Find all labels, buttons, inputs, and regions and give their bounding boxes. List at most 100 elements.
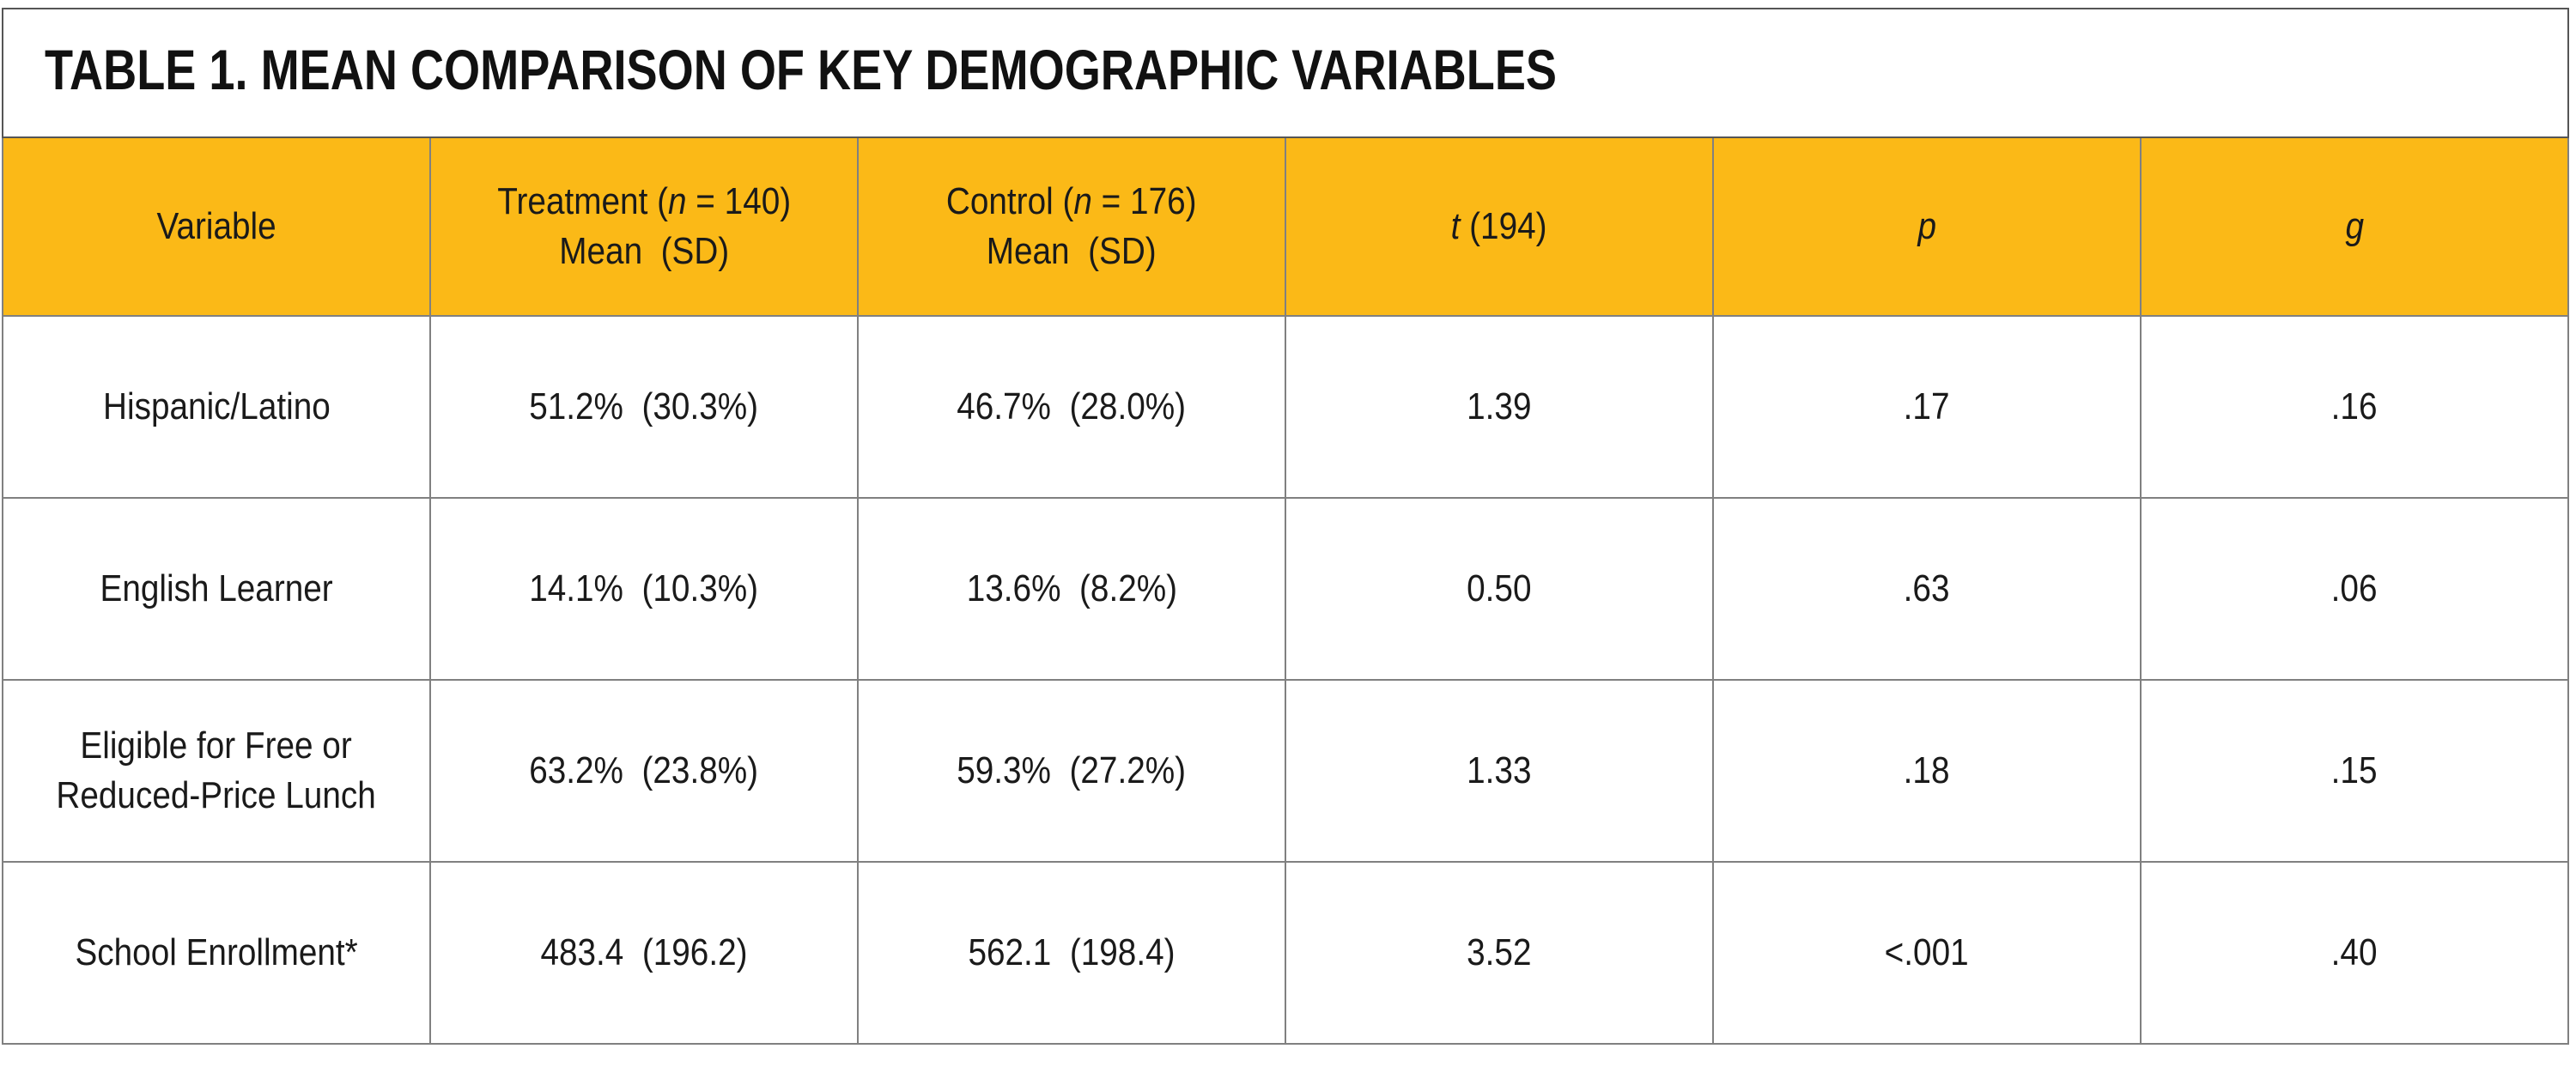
- cell-line: .15: [2331, 749, 2378, 791]
- data-cell: .40: [2140, 861, 2569, 1045]
- cell-text: Hispanic/Latino: [103, 382, 331, 432]
- header-span: Treatment (: [497, 180, 668, 222]
- cell-text: 3.52: [1467, 928, 1531, 978]
- data-cell: English Learner: [2, 497, 431, 681]
- header-line: Mean (SD): [946, 227, 1197, 276]
- cell-text: .40: [2331, 928, 2378, 978]
- data-row: Eligible for Free or Reduced-Price Lunch 6…: [2, 679, 2569, 863]
- data-cell: School Enrollment*: [2, 861, 431, 1045]
- cell-text: 63.2% (23.8%): [530, 746, 759, 796]
- data-cell: .06: [2140, 497, 2569, 681]
- cell-text: Eligible for Free or Reduced-Price Lunch: [57, 721, 376, 821]
- cell-line: Eligible for Free or: [80, 724, 353, 767]
- cell-text: 1.39: [1467, 382, 1531, 432]
- header-row: Variable Treatment (n = 140) Mean (SD) Cont…: [2, 136, 2569, 317]
- cell-text: 0.50: [1467, 564, 1531, 614]
- header-span: n: [667, 180, 687, 222]
- cell-text: 1.33: [1467, 746, 1531, 796]
- data-row: English Learner 14.1% (10.3%) 13.6% (8.2%)…: [2, 497, 2569, 681]
- data-row: Hispanic/Latino 51.2% (30.3%) 46.7% (28.0%…: [2, 315, 2569, 499]
- cell-text: 46.7% (28.0%): [957, 382, 1187, 432]
- cell-line: .63: [1904, 567, 1950, 609]
- header-cell: Treatment (n = 140) Mean (SD): [429, 136, 859, 317]
- table-container: TABLE 1. MEAN COMPARISON OF KEY DEMOGRAP…: [2, 8, 2569, 1045]
- data-row: School Enrollment* 483.4 (196.2) 562.1 (19…: [2, 861, 2569, 1045]
- cell-text: .06: [2331, 564, 2378, 614]
- header-line: p: [1917, 202, 1936, 252]
- cell-text: 13.6% (8.2%): [966, 564, 1176, 614]
- header-text: Treatment (n = 140) Mean (SD): [497, 177, 791, 276]
- header-span: n: [1073, 180, 1093, 222]
- data-cell: .15: [2140, 679, 2569, 863]
- data-cell: 13.6% (8.2%): [857, 497, 1286, 681]
- cell-line: 46.7% (28.0%): [957, 385, 1187, 427]
- header-text: Control (n = 176) Mean (SD): [946, 177, 1197, 276]
- cell-text: 562.1 (198.4): [968, 928, 1175, 978]
- data-cell: 0.50: [1285, 497, 1714, 681]
- header-line: g: [2345, 202, 2364, 252]
- header-text: Variable: [156, 202, 276, 252]
- header-cell: p: [1712, 136, 2142, 317]
- header-cell: Control (n = 176) Mean (SD): [857, 136, 1286, 317]
- data-cell: 14.1% (10.3%): [429, 497, 859, 681]
- title-row: TABLE 1. MEAN COMPARISON OF KEY DEMOGRAP…: [2, 8, 2569, 138]
- cell-line: .40: [2331, 931, 2378, 973]
- cell-line: 562.1 (198.4): [968, 931, 1176, 973]
- cell-line: 0.50: [1467, 567, 1532, 609]
- header-line: Control (n = 176): [946, 177, 1197, 227]
- data-cell: 562.1 (198.4): [857, 861, 1286, 1045]
- data-cell: 59.3% (27.2%): [857, 679, 1286, 863]
- header-line: Treatment (n = 140): [497, 177, 791, 227]
- data-cell: Eligible for Free or Reduced-Price Lunch: [2, 679, 431, 863]
- cell-line: 13.6% (8.2%): [966, 567, 1177, 609]
- cell-text: .17: [1904, 382, 1950, 432]
- cell-line: School Enrollment*: [75, 931, 358, 973]
- cell-text: English Learner: [100, 564, 332, 614]
- data-cell: <.001: [1712, 861, 2142, 1045]
- header-text: g: [2345, 202, 2364, 252]
- data-cell: 483.4 (196.2): [429, 861, 859, 1045]
- header-span: p: [1917, 205, 1936, 247]
- table-title: TABLE 1. MEAN COMPARISON OF KEY DEMOGRAP…: [45, 37, 1558, 101]
- cell-line: 483.4 (196.2): [540, 931, 748, 973]
- cell-line: English Learner: [100, 567, 333, 609]
- header-cell: Variable: [2, 136, 431, 317]
- data-cell: 63.2% (23.8%): [429, 679, 859, 863]
- cell-line: .16: [2331, 385, 2378, 427]
- cell-line: 59.3% (27.2%): [957, 749, 1187, 791]
- data-cell: 1.33: [1285, 679, 1714, 863]
- cell-line: <.001: [1885, 931, 1969, 973]
- header-cell: t (194): [1285, 136, 1714, 317]
- header-span: Variable: [156, 205, 276, 247]
- cell-text: School Enrollment*: [75, 928, 357, 978]
- data-cell: Hispanic/Latino: [2, 315, 431, 499]
- cell-line: 14.1% (10.3%): [529, 567, 759, 609]
- data-cell: .17: [1712, 315, 2142, 499]
- header-span: (194): [1460, 205, 1547, 247]
- header-line: Variable: [156, 202, 276, 252]
- header-span: Control (: [946, 180, 1074, 222]
- cell-line: .18: [1904, 749, 1950, 791]
- data-cell: .63: [1712, 497, 2142, 681]
- header-cell: g: [2140, 136, 2569, 317]
- data-cell: .16: [2140, 315, 2569, 499]
- cell-text: 59.3% (27.2%): [957, 746, 1187, 796]
- cell-text: <.001: [1885, 928, 1969, 978]
- cell-line: 3.52: [1467, 931, 1532, 973]
- header-span: Mean (SD): [987, 230, 1157, 272]
- cell-line: .17: [1904, 385, 1950, 427]
- data-cell: .18: [1712, 679, 2142, 863]
- cell-text: .16: [2331, 382, 2378, 432]
- header-span: t: [1451, 205, 1461, 247]
- header-span: = 140): [686, 180, 791, 222]
- header-span: g: [2345, 205, 2364, 247]
- data-cell: 51.2% (30.3%): [429, 315, 859, 499]
- cell-text: 483.4 (196.2): [540, 928, 747, 978]
- header-text: p: [1917, 202, 1936, 252]
- cell-line: 51.2% (30.3%): [529, 385, 759, 427]
- cell-text: .18: [1904, 746, 1950, 796]
- data-table: TABLE 1. MEAN COMPARISON OF KEY DEMOGRAP…: [2, 8, 2569, 1045]
- cell-line: 63.2% (23.8%): [529, 749, 759, 791]
- cell-line: 1.33: [1467, 749, 1532, 791]
- cell-text: .63: [1904, 564, 1950, 614]
